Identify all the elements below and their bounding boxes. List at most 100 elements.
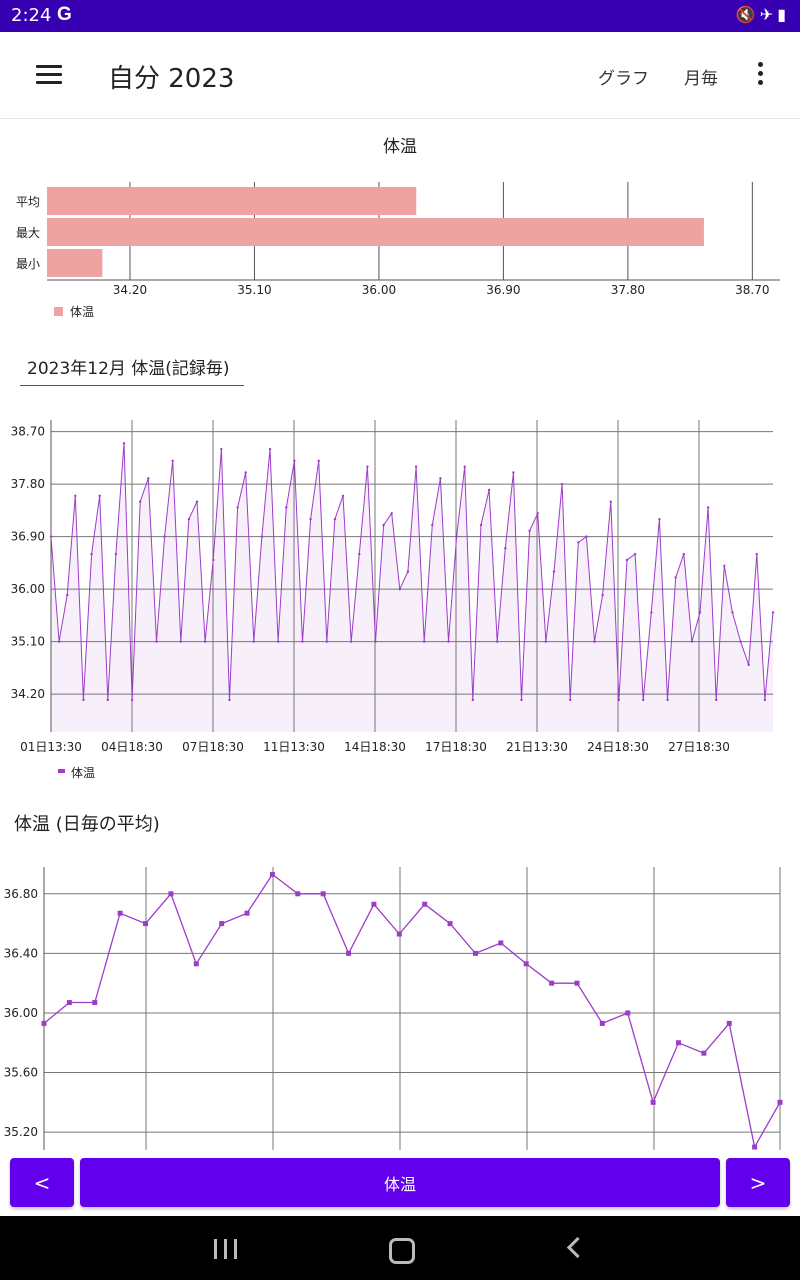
records-data-point <box>698 611 702 614</box>
records-data-point <box>276 640 280 643</box>
metric-select-button[interactable]: 体温 <box>80 1158 720 1207</box>
records-data-point <box>544 640 548 643</box>
records-data-point <box>739 640 742 643</box>
records-data-point <box>382 523 385 527</box>
home-icon[interactable] <box>389 1238 415 1264</box>
records-y-tick-label: 34.20 <box>11 687 45 701</box>
records-data-point <box>512 471 515 474</box>
records-x-tick-label: 21日13:30 <box>506 740 568 754</box>
daily-data-point <box>117 910 123 916</box>
overflow-menu-icon[interactable] <box>752 62 768 88</box>
records-data-point <box>658 517 661 521</box>
records-data-point <box>706 506 710 509</box>
records-data-point <box>690 640 694 643</box>
records-data-point <box>66 593 69 597</box>
records-data-point <box>642 698 645 702</box>
daily-data-point <box>650 1099 656 1105</box>
records-legend-label: 体温 <box>71 766 95 780</box>
records-data-point <box>114 552 118 556</box>
records-data-point <box>617 698 621 702</box>
records-data-point <box>341 494 345 498</box>
daily-data-point <box>777 1099 783 1105</box>
records-data-point <box>771 611 775 614</box>
records-data-point <box>633 552 637 556</box>
records-data-point <box>471 698 475 702</box>
daily-data-point <box>472 950 478 956</box>
daily-y-tick-label: 35.20 <box>4 1125 38 1139</box>
mute-icon: 🔇 <box>735 5 760 24</box>
app-title: 自分 2023 <box>108 64 235 94</box>
records-data-point <box>171 459 174 463</box>
summary-bar <box>47 249 103 277</box>
records-data-point <box>536 512 539 515</box>
records-data-point <box>593 640 596 643</box>
next-button[interactable]: > <box>726 1158 790 1207</box>
daily-data-point <box>549 980 555 986</box>
records-data-point <box>577 541 580 544</box>
daily-data-point <box>295 891 301 897</box>
daily-data-point <box>701 1050 707 1056</box>
summary-legend-swatch <box>54 307 63 316</box>
records-data-point <box>317 459 320 463</box>
records-x-tick-label: 17日18:30 <box>425 740 487 754</box>
records-y-tick-label: 37.80 <box>11 477 45 491</box>
records-data-point <box>398 587 402 591</box>
records-data-point <box>220 447 223 451</box>
back-icon[interactable] <box>566 1236 589 1259</box>
records-data-point <box>203 640 207 643</box>
records-data-point <box>74 494 77 498</box>
records-data-point <box>106 698 109 702</box>
records-data-point <box>155 640 158 643</box>
daily-data-point <box>193 961 199 967</box>
records-data-point <box>447 640 450 643</box>
summary-tick-label: 36.90 <box>486 283 520 297</box>
records-data-point <box>244 471 247 474</box>
records-data-point <box>487 488 491 492</box>
daily-y-tick-label: 36.40 <box>4 946 38 960</box>
records-data-point <box>495 640 499 643</box>
records-data-point <box>731 611 734 614</box>
records-x-tick-label: 14日18:30 <box>344 740 406 754</box>
daily-data-point <box>523 961 529 967</box>
records-data-point <box>601 593 604 597</box>
daily-data-point <box>675 1040 681 1046</box>
records-data-point <box>366 465 369 468</box>
graph-action-button[interactable]: グラフ <box>598 69 649 89</box>
status-bar: 2:24 G 🔇✈▮ <box>0 0 800 32</box>
records-legend-swatch <box>58 769 65 773</box>
summary-chart-title: 体温 <box>383 137 417 157</box>
summary-tick-label: 38.70 <box>735 283 769 297</box>
records-data-point <box>252 640 256 643</box>
daily-data-point <box>371 901 377 907</box>
records-data-point <box>520 698 523 702</box>
records-data-point <box>682 552 685 556</box>
previous-button[interactable]: < <box>10 1158 74 1207</box>
app-bar: 自分 2023 グラフ 月毎 <box>0 32 800 119</box>
records-data-point <box>552 570 556 573</box>
recent-apps-icon[interactable] <box>214 1239 238 1259</box>
summary-tick-label: 37.80 <box>611 283 645 297</box>
records-data-point <box>715 698 718 702</box>
daily-data-point <box>143 921 149 927</box>
records-data-point <box>747 663 750 667</box>
records-y-tick-label: 36.00 <box>11 582 45 596</box>
daily-y-tick-label: 36.00 <box>4 1006 38 1020</box>
daily-data-point <box>498 940 504 946</box>
monthly-action-button[interactable]: 月毎 <box>684 69 718 89</box>
daily-data-point <box>599 1020 605 1026</box>
daily-y-tick-label: 36.80 <box>4 887 38 901</box>
records-data-point <box>179 640 182 643</box>
records-data-point <box>650 611 653 614</box>
records-data-point <box>609 500 612 503</box>
period-spinner[interactable]: 2023年12月 体温(記録毎) <box>20 345 244 386</box>
daily-data-point <box>41 1020 47 1026</box>
status-icons: 🔇✈▮ <box>736 5 790 24</box>
summary-category-label: 最小 <box>16 257 40 271</box>
records-data-point <box>349 640 353 643</box>
records-data-point <box>301 640 304 643</box>
records-y-tick-label: 35.10 <box>11 635 45 649</box>
records-data-point <box>122 442 126 445</box>
daily-chart-title: 体温 (日毎の平均) <box>14 814 160 835</box>
hamburger-menu-icon[interactable] <box>36 65 62 85</box>
records-x-tick-label: 27日18:30 <box>668 740 730 754</box>
